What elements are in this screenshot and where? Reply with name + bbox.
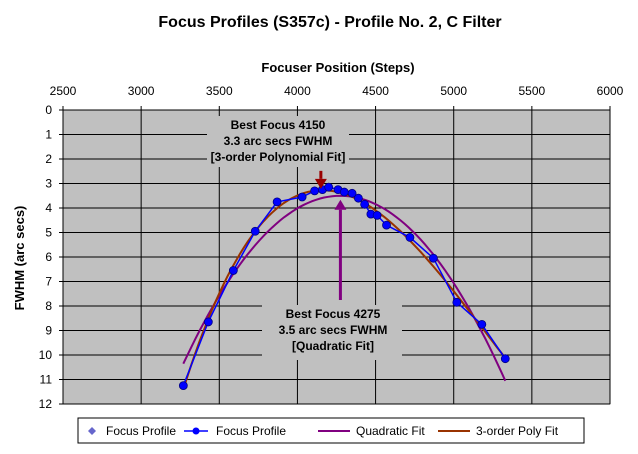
data-point xyxy=(178,381,188,391)
x-tick-label: 5500 xyxy=(519,84,546,98)
data-points xyxy=(178,182,510,391)
data-point xyxy=(382,220,391,230)
annotation-text-quadratic: [Quadratic Fit] xyxy=(292,339,374,353)
x-tick-label: 3500 xyxy=(206,84,233,98)
annotation-text-poly3: 3.3 arc secs FWHM xyxy=(224,134,333,148)
data-point xyxy=(452,297,462,307)
annotations: Best Focus 4150 3.3 arc secs FWHM [3-order… xyxy=(207,116,402,360)
legend: Focus Profile Focus Profile Quadratic Fit 3… xyxy=(77,417,585,444)
y-tick-label: 10 xyxy=(39,348,53,362)
data-point xyxy=(428,253,438,263)
data-point xyxy=(500,354,510,364)
y-tick-label: 1 xyxy=(45,128,52,142)
y-tick-label: 3 xyxy=(45,177,52,191)
data-point xyxy=(360,199,370,209)
annotation-text-quadratic: 3.5 arc secs FWHM xyxy=(279,323,388,337)
legend-label-poly3-fit: 3-order Poly Fit xyxy=(476,424,559,438)
annotation-arrow-quadratic xyxy=(334,199,347,210)
data-point xyxy=(372,210,382,220)
legend-marker-focus-profile xyxy=(88,427,96,435)
annotation-text-poly3: [3-order Polynomial Fit] xyxy=(211,150,346,164)
data-point xyxy=(347,188,357,198)
y-tick-label: 5 xyxy=(45,226,52,240)
x-tick-label: 5000 xyxy=(440,84,467,98)
annotation-box-poly3 xyxy=(207,116,349,167)
data-point xyxy=(250,226,260,236)
data-point xyxy=(339,187,349,197)
annotation-box-quadratic xyxy=(262,305,402,360)
data-point xyxy=(228,266,238,275)
legend-label-quadratic-fit: Quadratic Fit xyxy=(356,424,425,438)
data-point xyxy=(353,193,363,203)
legend-label-focus-profile: Focus Profile xyxy=(106,424,176,438)
data-point xyxy=(272,197,282,207)
y-tick-label: 12 xyxy=(39,397,53,411)
x-tick-label: 4000 xyxy=(284,84,311,98)
data-point xyxy=(203,317,213,327)
y-tick-label: 4 xyxy=(45,201,52,215)
y-tick-label: 6 xyxy=(45,250,52,264)
annotation-text-quadratic: Best Focus 4275 xyxy=(286,307,381,321)
legend-label-focus-profile-line: Focus Profile xyxy=(216,424,286,438)
y-tick-label: 11 xyxy=(40,373,53,387)
x-tick-label: 2500 xyxy=(50,84,77,98)
data-point xyxy=(405,232,415,242)
data-point xyxy=(324,182,334,192)
x-tick-label: 3000 xyxy=(128,84,155,98)
y-tick-label: 7 xyxy=(45,275,52,289)
data-point xyxy=(477,319,487,329)
axis-ticks: 2500 3000 3500 4000 4500 5000 5500 600001234567… xyxy=(39,84,624,411)
chart-title: Focus Profiles (S357c) - Profile No. 2, … xyxy=(158,14,501,31)
x-tick-label: 6000 xyxy=(597,84,624,98)
legend-marker-focus-profile-line xyxy=(192,427,200,435)
x-axis-label: Focuser Position (Steps) xyxy=(261,60,414,75)
data-point xyxy=(297,192,307,202)
y-tick-label: 8 xyxy=(45,299,52,313)
data-point xyxy=(310,186,320,196)
x-tick-label: 4500 xyxy=(362,84,389,98)
y-tick-label: 0 xyxy=(45,103,52,117)
annotation-arrow-poly3 xyxy=(314,178,327,189)
y-axis-label: FWHM (arc secs) xyxy=(12,206,27,311)
y-tick-label: 9 xyxy=(45,324,52,338)
annotation-text-poly3: Best Focus 4150 xyxy=(231,118,326,132)
y-tick-label: 2 xyxy=(45,152,52,166)
